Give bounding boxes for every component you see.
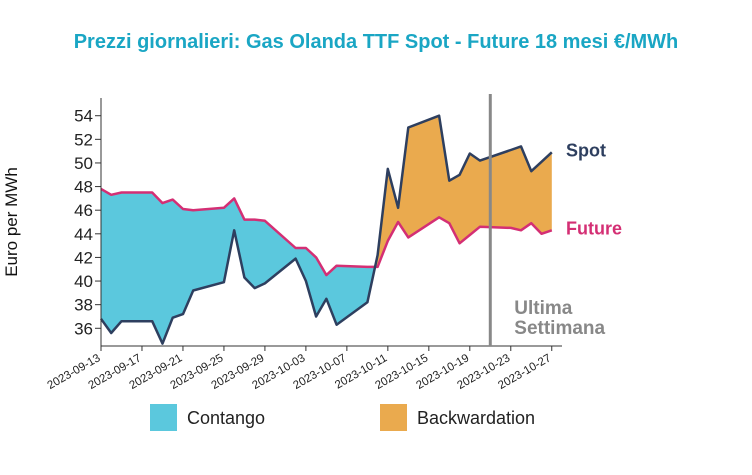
y-tick-label: 52 [74,130,93,149]
chart-title: Prezzi giornalieri: Gas Olanda TTF Spot … [74,31,679,53]
legend-swatch-contango [150,404,177,431]
y-tick-label: 44 [74,225,93,244]
legend-label-contango: Contango [187,408,265,428]
legend-swatch-backwardation [380,404,407,431]
y-tick-label: 40 [74,272,93,291]
y-axis-label: Euro per MWh [2,167,21,277]
future-series-label: Future [566,218,622,238]
y-tick-label: 48 [74,178,93,197]
y-tick-label: 42 [74,248,93,267]
y-tick-label: 54 [74,107,93,126]
y-tick-label: 46 [74,201,93,220]
y-tick-label: 38 [74,296,93,315]
last-week-label: Ultima [514,298,573,319]
legend-label-backwardation: Backwardation [417,408,535,428]
backwardation-area-1 [375,115,552,267]
plot-area: 363840424446485052542023-09-132023-09-17… [46,94,622,392]
spot-line [99,114,553,345]
y-tick-label: 50 [74,154,93,173]
future-line [100,187,553,277]
legend: Contango Backwardation [150,404,535,431]
y-tick-label: 36 [74,319,93,338]
contango-area-0 [101,188,375,344]
spot-series-label: Spot [566,140,606,160]
last-week-label: Settimana [514,318,605,339]
